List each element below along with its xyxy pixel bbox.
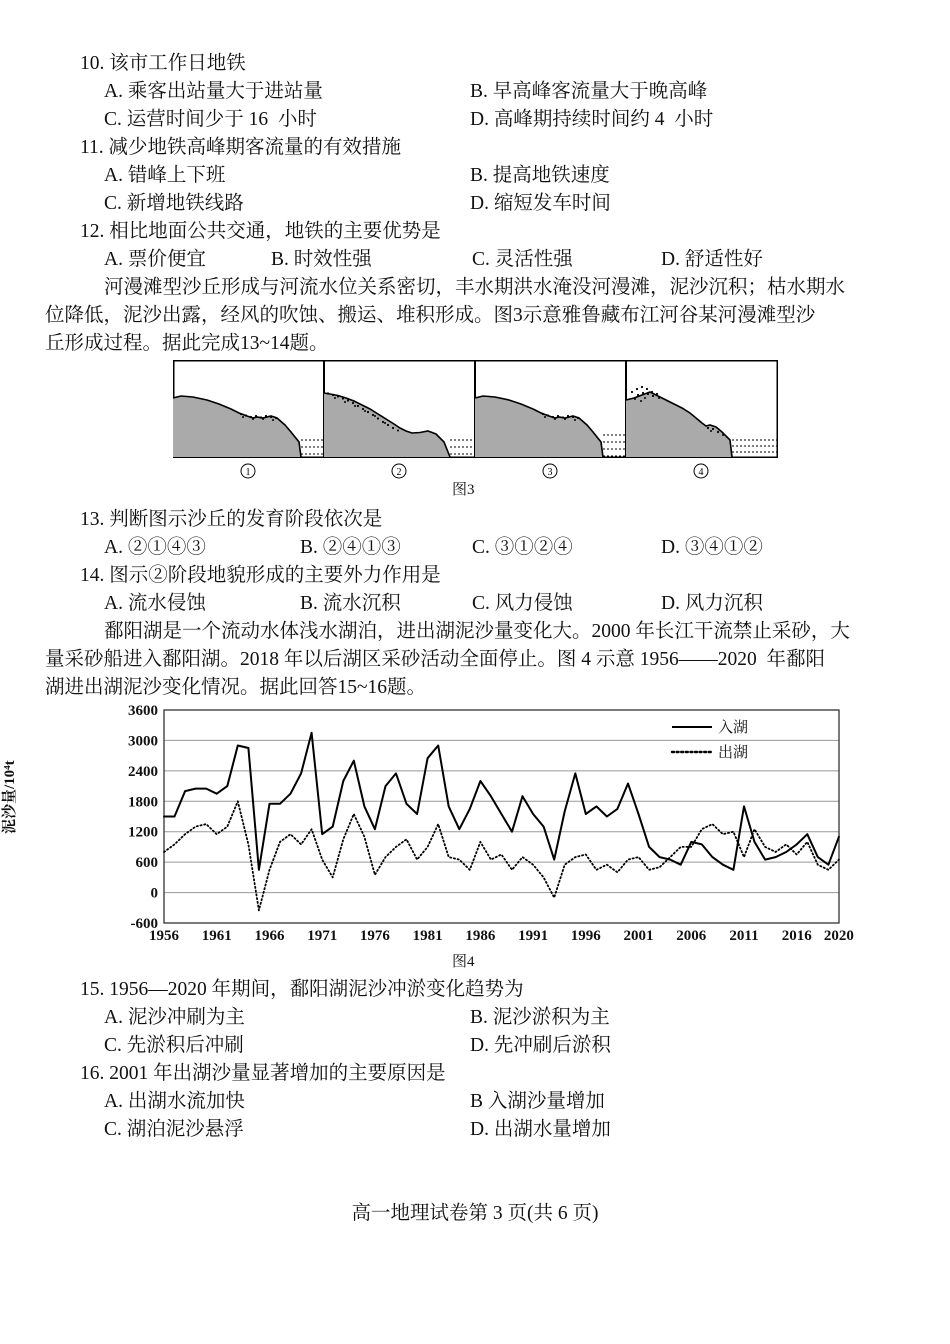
svg-text:0: 0: [151, 886, 159, 902]
svg-text:2400: 2400: [128, 764, 158, 780]
svg-text:1956: 1956: [149, 928, 180, 944]
svg-text:1: 1: [246, 467, 251, 478]
svg-text:1961: 1961: [202, 928, 232, 944]
svg-text:入湖: 入湖: [718, 719, 748, 736]
svg-text:3: 3: [548, 467, 553, 478]
svg-text:1976: 1976: [360, 928, 391, 944]
svg-text:600: 600: [136, 855, 159, 871]
svg-text:4: 4: [699, 467, 704, 478]
svg-text:1200: 1200: [128, 825, 158, 841]
svg-text:2001: 2001: [624, 928, 654, 944]
svg-text:1991: 1991: [518, 928, 548, 944]
svg-text:2020: 2020: [824, 928, 854, 944]
svg-text:1800: 1800: [128, 794, 158, 810]
svg-text:出湖: 出湖: [718, 744, 748, 761]
svg-text:2006: 2006: [676, 928, 707, 944]
svg-text:1986: 1986: [465, 928, 496, 944]
svg-text:2016: 2016: [782, 928, 813, 944]
svg-text:1981: 1981: [413, 928, 443, 944]
svg-text:2011: 2011: [729, 928, 758, 944]
svg-text:泥沙量/10⁴t: 泥沙量/10⁴t: [0, 760, 18, 834]
svg-text:1966: 1966: [255, 928, 286, 944]
svg-text:2: 2: [397, 467, 402, 478]
svg-text:3000: 3000: [128, 733, 158, 749]
svg-text:3600: 3600: [128, 703, 158, 719]
svg-text:1971: 1971: [307, 928, 337, 944]
svg-text:1996: 1996: [571, 928, 602, 944]
